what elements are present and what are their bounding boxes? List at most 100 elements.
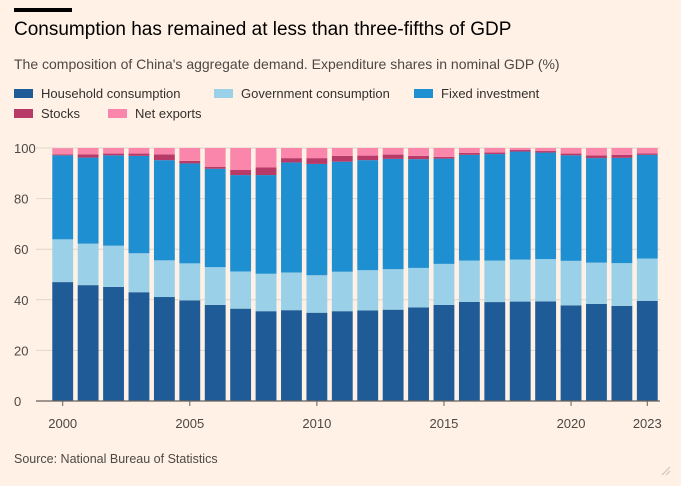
- bar-segment: [204, 166, 226, 169]
- bar-segment: [204, 148, 226, 167]
- bar-segment: [611, 263, 633, 306]
- bar-segment: [179, 300, 201, 401]
- bar-segment: [357, 310, 379, 401]
- y-tick-label: 0: [14, 394, 21, 409]
- bar-segment: [535, 148, 557, 152]
- bar-segment: [179, 163, 201, 264]
- bar-segment: [153, 148, 175, 155]
- bar-segment: [484, 260, 506, 303]
- bar-segment: [586, 262, 607, 304]
- bar-segment: [204, 304, 226, 401]
- bar-segment: [204, 168, 226, 268]
- y-tick-label: 40: [14, 293, 28, 308]
- bar-segment: [255, 311, 277, 401]
- bar-segment: [408, 155, 429, 160]
- legend-swatch-net-exports: [108, 109, 127, 118]
- bar-segment: [382, 148, 404, 155]
- x-tick-label: 2020: [557, 416, 586, 431]
- bar-segment: [509, 151, 531, 260]
- bar-segment: [357, 155, 379, 161]
- bar-segment: [77, 243, 99, 286]
- bar-segment: [357, 270, 379, 311]
- bar-segment: [433, 263, 455, 305]
- legend-item-household: Household consumption: [14, 86, 180, 101]
- legend-swatch-household: [14, 89, 33, 98]
- bar-segment: [103, 153, 124, 156]
- bar-segment: [357, 160, 379, 271]
- chart-subtitle: The composition of China's aggregate dem…: [14, 56, 560, 72]
- y-tick-label: 60: [14, 242, 28, 257]
- bar-segment: [153, 154, 175, 161]
- bar-segment: [484, 148, 506, 153]
- bar-segment: [281, 158, 302, 163]
- bar-segment: [586, 155, 607, 159]
- bar-segment: [52, 282, 74, 401]
- bar-segment: [586, 158, 607, 263]
- bar-segment: [179, 263, 201, 301]
- x-tick-label: 2005: [175, 416, 204, 431]
- bar-segment: [433, 158, 455, 264]
- bar-segment: [255, 175, 277, 274]
- bar-segment: [52, 155, 74, 240]
- bar-segment: [255, 273, 277, 312]
- y-tick-label: 100: [14, 141, 36, 156]
- legend-item-net-exports: Net exports: [108, 106, 201, 121]
- bar-segment: [306, 148, 328, 159]
- legend-label-fixed-investment: Fixed investment: [441, 86, 540, 101]
- bar-segment: [179, 160, 201, 164]
- legend-item-stocks: Stocks: [14, 106, 80, 121]
- bar-segment: [458, 148, 480, 153]
- bar-segment: [382, 158, 404, 270]
- bar-segment: [560, 148, 582, 154]
- bar-segment: [458, 154, 480, 261]
- legend-swatch-government: [214, 89, 233, 98]
- legend: Household consumption Government consump…: [14, 86, 664, 126]
- legend-label-household: Household consumption: [41, 86, 181, 101]
- bar-segment: [611, 148, 633, 155]
- bar-segment: [331, 161, 353, 272]
- bar-segment: [408, 159, 429, 268]
- bar-segment: [103, 155, 124, 246]
- source-note: Source: National Bureau of Statistics: [14, 452, 218, 466]
- bar-segment: [535, 259, 557, 302]
- bar-segment: [52, 154, 74, 156]
- bar-segment: [128, 148, 150, 154]
- bar-segment: [331, 148, 353, 156]
- bar-segment: [230, 148, 252, 171]
- chart-title: Consumption has remained at less than th…: [14, 19, 512, 40]
- bar-segment: [611, 154, 633, 158]
- bar-segment: [230, 308, 252, 401]
- bar-segment: [255, 148, 277, 168]
- bar-segment: [586, 148, 607, 156]
- bar-segment: [535, 152, 557, 260]
- bar-segment: [509, 150, 531, 152]
- bar-segment: [77, 154, 99, 158]
- bar-segment: [433, 148, 455, 157]
- bar-segment: [611, 157, 633, 264]
- bar-segment: [408, 267, 429, 308]
- x-tick-label: 2000: [48, 416, 77, 431]
- bar-segment: [306, 275, 328, 313]
- bar-segment: [458, 260, 480, 302]
- bar-segment: [77, 157, 99, 244]
- bar-segment: [636, 258, 658, 301]
- legend-item-government: Government consumption: [214, 86, 390, 101]
- bar-segment: [128, 153, 150, 156]
- bar-segment: [306, 158, 328, 164]
- bar-segment: [103, 286, 124, 401]
- bar-segment: [179, 148, 201, 161]
- bar-segment: [357, 148, 379, 156]
- legend-swatch-fixed-investment: [414, 89, 433, 98]
- x-tick-label: 2010: [302, 416, 331, 431]
- bar-segment: [509, 148, 531, 151]
- bar-segment: [281, 310, 302, 401]
- y-tick-label: 20: [14, 343, 28, 358]
- bar-segment: [408, 148, 429, 156]
- bar-segment: [458, 152, 480, 155]
- bar-segment: [382, 154, 404, 159]
- bar-segment: [153, 260, 175, 298]
- bar-segment: [230, 170, 252, 176]
- bar-segment: [484, 154, 506, 261]
- bar-segment: [382, 269, 404, 310]
- bar-segment: [52, 239, 74, 283]
